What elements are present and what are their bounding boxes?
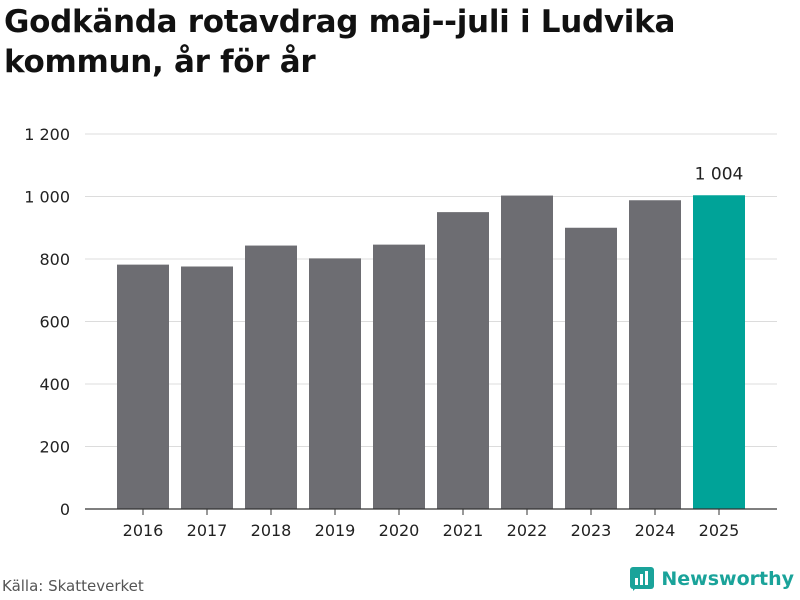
newsworthy-logo-icon	[630, 567, 655, 591]
bar-2023	[565, 227, 617, 509]
y-tick-label: 1 000	[24, 188, 70, 207]
x-tick-label: 2024	[635, 521, 676, 540]
bar-2024	[629, 200, 681, 509]
bar-2021	[437, 212, 489, 509]
x-tick-label: 2017	[187, 521, 228, 540]
source-note: Källa: Skatteverket	[2, 577, 144, 595]
y-tick-label: 0	[60, 500, 70, 519]
y-tick-label: 400	[39, 375, 70, 394]
bar-2019	[309, 258, 361, 509]
x-tick-label: 2018	[251, 521, 292, 540]
brand-logo[interactable]: Newsworthy	[629, 566, 794, 592]
bar-2020	[373, 244, 425, 509]
data-label: 1 004	[695, 164, 744, 184]
y-tick-label: 1 200	[24, 125, 70, 144]
x-tick-label: 2025	[699, 521, 740, 540]
bar-2022	[501, 195, 553, 509]
brand-name: Newsworthy	[661, 568, 794, 590]
y-tick-label: 800	[39, 250, 70, 269]
data-labels: 1 004	[695, 164, 744, 184]
x-tick-label: 2021	[443, 521, 484, 540]
x-tick-label: 2019	[315, 521, 356, 540]
bar-2016	[117, 264, 169, 509]
x-axis-ticks: 2016 2017 2018 2019 2020 2021 2022 2023 2024 2025	[123, 509, 740, 540]
x-tick-label: 2016	[123, 521, 164, 540]
x-tick-label: 2020	[379, 521, 420, 540]
y-tick-label: 600	[39, 313, 70, 332]
chart-title: Godkända rotavdrag maj--juli i Ludvika k…	[4, 4, 676, 80]
bar-2017	[181, 266, 233, 509]
y-tick-label: 200	[39, 438, 70, 457]
bars	[117, 195, 745, 509]
x-tick-label: 2022	[507, 521, 548, 540]
bar-2018	[245, 245, 297, 509]
x-tick-label: 2023	[571, 521, 612, 540]
y-axis-ticks: 0 200 400 600 800 1 000 1 200	[24, 125, 70, 519]
bar-2025	[693, 195, 745, 509]
